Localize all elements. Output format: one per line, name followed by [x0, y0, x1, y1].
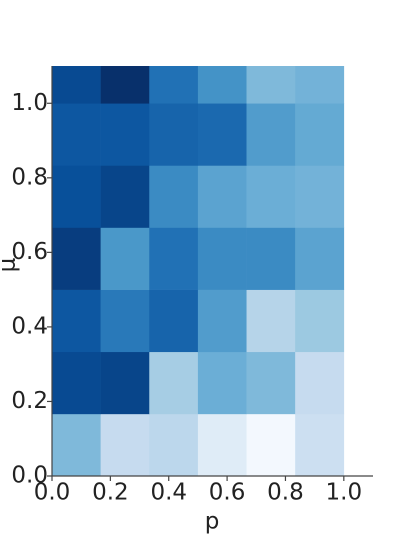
heatmap-cell [100, 103, 150, 166]
heatmap-cell [100, 289, 150, 353]
heatmap-cell [52, 289, 101, 353]
heatmap-cell [52, 351, 101, 415]
y-tick-label: 1.0 [11, 90, 48, 116]
heatmap-cell [246, 289, 296, 353]
heatmap-cell [149, 413, 199, 477]
heatmap-cell [197, 66, 247, 104]
heatmap-cell [197, 413, 247, 477]
heatmap-cell [246, 227, 296, 290]
heatmap-cell [295, 227, 345, 290]
x-tick-label: 0.6 [209, 480, 246, 506]
heatmap-cell [100, 165, 150, 228]
heatmap-cell [197, 103, 247, 166]
heatmap-cell [295, 165, 345, 228]
x-tick-label: 0.4 [150, 480, 187, 506]
heatmap-cell [100, 413, 150, 477]
heatmap-cell [149, 66, 199, 104]
heatmap-cell [149, 227, 199, 290]
y-tick-label: 0.2 [11, 388, 48, 414]
heatmap-cell [246, 103, 296, 166]
x-tick-label: 0.8 [267, 480, 304, 506]
y-tick-label: 0.4 [11, 313, 48, 339]
x-tick-label: 1.0 [326, 480, 363, 506]
y-axis-label: μ [0, 257, 21, 272]
x-tick-label: 0.2 [92, 480, 129, 506]
y-tick-label: 0.0 [11, 463, 48, 489]
y-tick-label: 0.6 [11, 239, 48, 265]
heatmap-cell [100, 351, 150, 415]
heatmap-cell [246, 165, 296, 228]
heatmap-cell [246, 413, 296, 477]
heatmap-cell [52, 103, 101, 166]
heatmap-cell [197, 227, 247, 290]
heatmap-cell [197, 289, 247, 353]
y-tick-label: 0.8 [11, 164, 48, 190]
x-tick-label: 0.0 [34, 480, 71, 506]
heatmap-cell [149, 103, 199, 166]
heatmap-cell [149, 165, 199, 228]
heatmap-cell [52, 227, 101, 290]
heatmap-cell [295, 413, 345, 477]
heatmap-cell [295, 66, 345, 104]
heatmap-cell [100, 227, 150, 290]
heatmap-cell [52, 413, 101, 477]
heatmap-cell [149, 351, 199, 415]
heatmap-cell [100, 66, 150, 104]
heatmap-cell [246, 66, 296, 104]
heatmap [52, 66, 345, 477]
heatmap-cell [197, 165, 247, 228]
heatmap-cell [295, 351, 345, 415]
heatmap-cell [197, 351, 247, 415]
heatmap-cell [52, 165, 101, 228]
heatmap-cell [149, 289, 199, 353]
heatmap-cell [295, 103, 345, 166]
heatmap-cell [52, 66, 101, 104]
x-axis-label: p [205, 509, 220, 535]
heatmap-cell [246, 351, 296, 415]
heatmap-cell [295, 289, 345, 353]
